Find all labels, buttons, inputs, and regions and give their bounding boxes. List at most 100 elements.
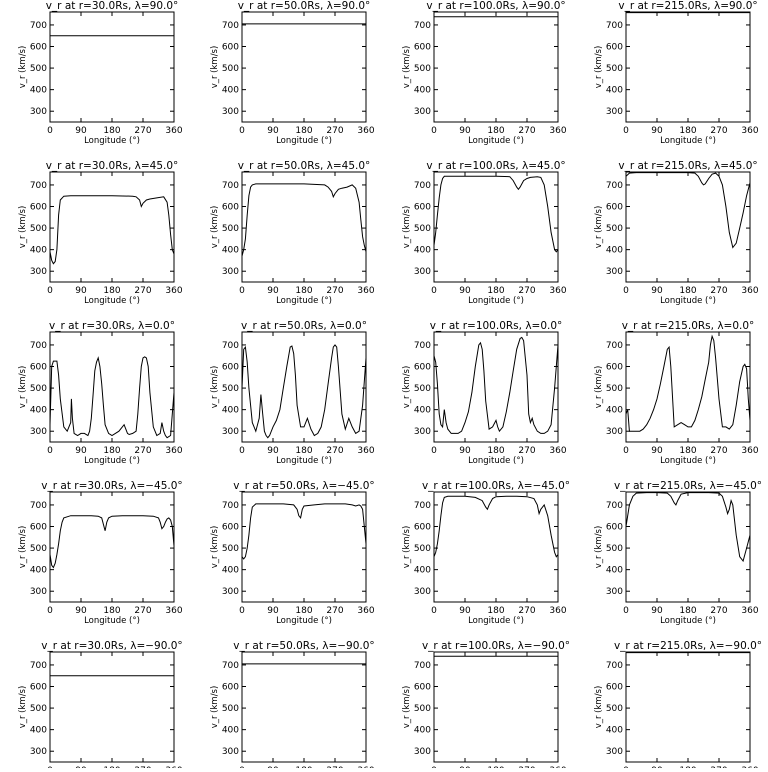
chart-panel-8: 0 90 180 270 360 300 400 500 600 700 v_r at r=215.…: [594, 160, 759, 306]
y-axis-label: v_r (km/s): [18, 526, 28, 569]
series-line: [242, 503, 366, 560]
y-tick-label: 600: [222, 683, 239, 693]
x-tick-label: 90: [267, 446, 279, 456]
series-line: [626, 492, 750, 563]
x-tick-label: 0: [47, 126, 53, 136]
x-tick-label: 180: [295, 126, 312, 136]
x-tick-label: 360: [357, 446, 374, 456]
y-tick-label: 300: [30, 267, 47, 277]
plot-frame: [241, 331, 367, 443]
y-tick-label: 500: [606, 544, 623, 554]
y-axis-label: v_r (km/s): [402, 206, 412, 249]
x-tick-label: 0: [431, 126, 437, 136]
y-tick-label: 600: [222, 363, 239, 373]
y-tick-label: 500: [414, 704, 431, 714]
chart-title: v_r at r=215.0Rs, λ=−90.0°: [614, 640, 762, 652]
y-tick-label: 500: [606, 224, 623, 234]
y-tick-label: 700: [414, 661, 431, 671]
y-tick-label: 400: [222, 86, 239, 96]
y-tick-label: 400: [606, 86, 623, 96]
y-tick-label: 600: [414, 523, 431, 533]
y-tick-label: 700: [30, 341, 47, 351]
chart-title: v_r at r=50.0Rs, λ=45.0°: [238, 160, 371, 172]
x-tick-label: 180: [679, 606, 696, 616]
y-tick-label: 400: [606, 726, 623, 736]
x-tick-label: 360: [549, 126, 566, 136]
x-axis-label: Longitude (°): [276, 136, 332, 146]
y-axis-label: v_r (km/s): [402, 366, 412, 409]
y-tick-label: 300: [30, 427, 47, 437]
y-tick-label: 600: [414, 683, 431, 693]
x-tick-label: 270: [518, 606, 535, 616]
x-tick-label: 180: [103, 606, 120, 616]
chart-panel-15: 0 90 180 270 360 300 400 500 600 700 v_r at r=100.…: [402, 480, 570, 626]
x-tick-label: 360: [165, 286, 182, 296]
x-tick-label: 270: [518, 286, 535, 296]
x-tick-label: 270: [518, 126, 535, 136]
plot-frame: [625, 331, 751, 443]
plot-frame: [625, 171, 751, 283]
y-tick-label: 700: [414, 341, 431, 351]
x-tick-label: 90: [459, 446, 471, 456]
x-tick-label: 360: [357, 286, 374, 296]
chart-title: v_r at r=215.0Rs, λ=0.0°: [622, 320, 755, 332]
y-tick-label: 500: [30, 384, 47, 394]
x-tick-label: 270: [710, 126, 727, 136]
y-tick-label: 600: [606, 43, 623, 53]
y-tick-label: 400: [222, 726, 239, 736]
plot-frame: [433, 171, 559, 283]
x-tick-label: 90: [651, 446, 663, 456]
plot-frame: [625, 11, 751, 123]
y-tick-label: 500: [414, 544, 431, 554]
series-line: [242, 344, 366, 439]
x-tick-label: 270: [710, 286, 727, 296]
y-tick-label: 700: [30, 661, 47, 671]
y-tick-label: 400: [414, 566, 431, 576]
x-tick-label: 180: [295, 446, 312, 456]
y-tick-label: 700: [30, 181, 47, 191]
y-tick-label: 400: [222, 406, 239, 416]
x-tick-label: 180: [487, 446, 504, 456]
y-axis-label: v_r (km/s): [402, 686, 412, 729]
x-tick-label: 270: [326, 606, 343, 616]
chart-title: v_r at r=30.0Rs, λ=45.0°: [46, 160, 179, 172]
y-tick-label: 300: [606, 107, 623, 117]
y-tick-label: 600: [414, 43, 431, 53]
series-line: [626, 172, 750, 249]
series-line: [50, 195, 174, 265]
y-tick-label: 600: [30, 43, 47, 53]
y-tick-label: 600: [30, 683, 47, 693]
y-tick-label: 600: [606, 683, 623, 693]
x-tick-label: 180: [679, 446, 696, 456]
x-tick-label: 270: [326, 286, 343, 296]
y-tick-label: 400: [606, 566, 623, 576]
plot-frame: [625, 491, 751, 603]
x-tick-label: 90: [267, 126, 279, 136]
x-tick-label: 90: [267, 286, 279, 296]
y-tick-label: 400: [414, 246, 431, 256]
y-tick-label: 500: [30, 544, 47, 554]
y-tick-label: 600: [30, 363, 47, 373]
y-axis-label: v_r (km/s): [18, 206, 28, 249]
y-tick-label: 500: [606, 704, 623, 714]
x-axis-label: Longitude (°): [276, 456, 332, 466]
chart-title: v_r at r=100.0Rs, λ=90.0°: [426, 0, 565, 12]
y-tick-label: 400: [30, 86, 47, 96]
chart-panel-13: 0 90 180 270 360 300 400 500 600 700 v_r at r=30.0…: [18, 480, 183, 626]
chart-title: v_r at r=215.0Rs, λ=90.0°: [618, 0, 757, 12]
y-axis-label: v_r (km/s): [594, 686, 604, 729]
y-tick-label: 400: [606, 406, 623, 416]
x-tick-label: 180: [295, 606, 312, 616]
y-tick-label: 400: [606, 246, 623, 256]
x-tick-label: 90: [459, 606, 471, 616]
chart-title: v_r at r=30.0Rs, λ=90.0°: [46, 0, 179, 12]
y-tick-label: 400: [30, 406, 47, 416]
y-axis-label: v_r (km/s): [402, 46, 412, 89]
x-tick-label: 0: [47, 446, 53, 456]
series-line: [50, 356, 174, 439]
y-tick-label: 700: [414, 21, 431, 31]
chart-title: v_r at r=215.0Rs, λ=45.0°: [618, 160, 757, 172]
x-tick-label: 90: [75, 286, 87, 296]
y-tick-label: 300: [414, 587, 431, 597]
